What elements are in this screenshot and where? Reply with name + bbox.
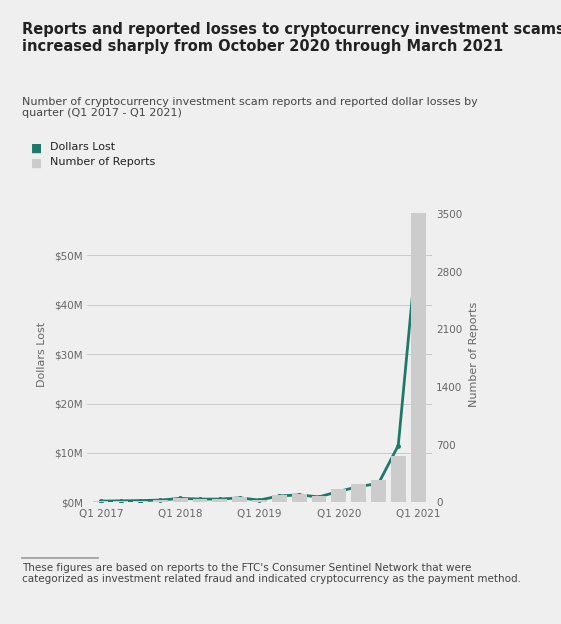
Bar xyxy=(113,501,128,502)
Bar xyxy=(133,500,148,502)
Bar xyxy=(272,495,287,502)
Bar xyxy=(153,500,168,502)
Bar xyxy=(411,213,426,502)
Y-axis label: Dollars Lost: Dollars Lost xyxy=(37,321,47,387)
Text: ■: ■ xyxy=(31,142,42,155)
Bar xyxy=(371,480,386,502)
Bar xyxy=(173,498,187,502)
Text: Reports and reported losses to cryptocurrency investment scams
increased sharply: Reports and reported losses to cryptocur… xyxy=(22,22,561,54)
Bar xyxy=(311,496,327,502)
Bar xyxy=(192,499,208,502)
Text: Number of Reports: Number of Reports xyxy=(50,157,156,167)
Text: Number of cryptocurrency investment scam reports and reported dollar losses by
q: Number of cryptocurrency investment scam… xyxy=(22,97,478,119)
Text: Dollars Lost: Dollars Lost xyxy=(50,142,116,152)
Bar xyxy=(292,494,306,502)
Bar xyxy=(391,456,406,502)
Bar xyxy=(93,501,108,502)
Text: ■: ■ xyxy=(31,157,42,170)
Bar xyxy=(252,500,267,502)
Bar xyxy=(213,499,227,502)
Bar xyxy=(351,484,366,502)
Bar xyxy=(332,489,346,502)
Text: These figures are based on reports to the FTC's Consumer Sentinel Network that w: These figures are based on reports to th… xyxy=(22,563,521,585)
Y-axis label: Number of Reports: Number of Reports xyxy=(470,301,479,407)
Bar xyxy=(232,497,247,502)
